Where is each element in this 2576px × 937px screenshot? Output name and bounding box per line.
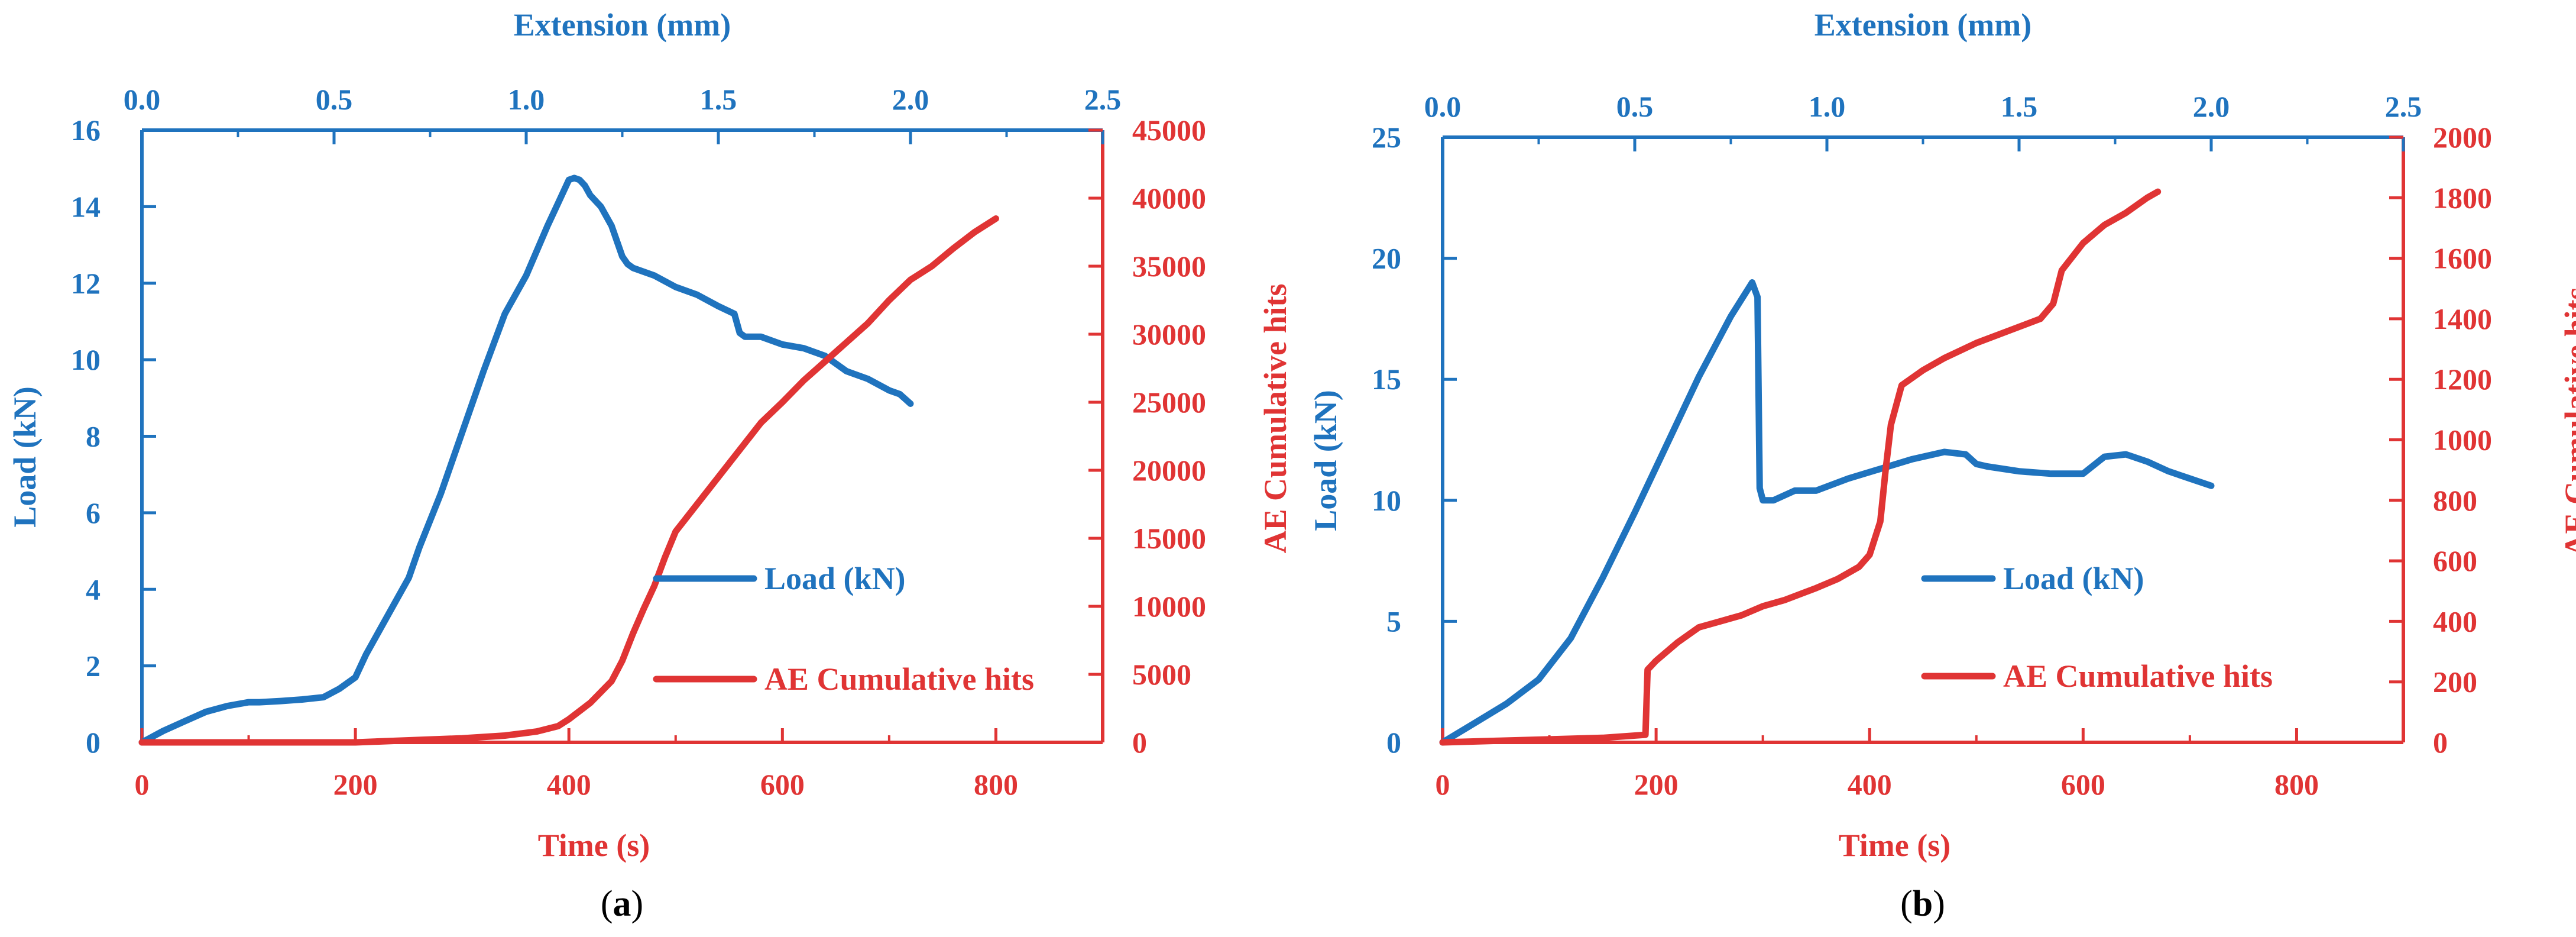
bottom-tick-label: 800 <box>2274 768 2319 801</box>
bottom-axis-title: Time (s) <box>1839 828 1950 863</box>
left-tick-label: 10 <box>71 343 101 376</box>
legend-ae-label: AE Cumulative hits <box>2003 658 2273 694</box>
left-axis-title: Load (kN) <box>7 386 43 528</box>
right-tick-label: 600 <box>2433 544 2477 577</box>
right-tick-label: 2000 <box>2433 121 2492 154</box>
top-tick-label: 2.0 <box>892 83 929 116</box>
left-tick-label: 0 <box>1386 726 1401 759</box>
right-tick-label: 1600 <box>2433 242 2492 275</box>
bottom-tick-label: 200 <box>1634 768 1679 801</box>
right-tick-label: 0 <box>2433 726 2448 759</box>
legend-ae-label: AE Cumulative hits <box>764 661 1034 697</box>
ae-cumulative-hits-series-line <box>1439 188 2162 746</box>
top-tick-label: 2.5 <box>2385 90 2422 123</box>
top-tick-label: 2.0 <box>2193 90 2230 123</box>
chart-panel-b: 0 200 400 600 800 0.0 0.5 1.0 1.5 2.0 2.5 0 5 10 15 20 2… <box>1308 7 2576 924</box>
panel-caption: (b) <box>1900 884 1945 924</box>
top-tick-label: 0.0 <box>1424 90 1462 123</box>
right-tick-label: 40000 <box>1132 182 1206 215</box>
top-tick-label: 1.0 <box>1809 90 1846 123</box>
bottom-axis-title: Time (s) <box>538 828 650 863</box>
top-axis-title: Extension (mm) <box>1814 7 2031 43</box>
top-tick-label: 1.5 <box>700 83 737 116</box>
right-tick-label: 1800 <box>2433 181 2492 214</box>
left-tick-label: 10 <box>1372 484 1401 517</box>
left-tick-label: 4 <box>86 573 101 606</box>
chart-panel-a: 0 200 400 600 800 0.0 0.5 1.0 1.5 2.0 2.5 0 2 4 6 8 10 12… <box>7 7 1293 924</box>
left-tick-label: 16 <box>71 114 101 147</box>
legend: Load (kN) AE Cumulative hits <box>653 561 1034 697</box>
load-series-line <box>138 175 914 746</box>
right-tick-label: 30000 <box>1132 318 1206 351</box>
top-tick-label: 0.5 <box>316 83 353 116</box>
right-tick-label: 400 <box>2433 605 2477 638</box>
left-tick-label: 6 <box>86 496 101 529</box>
ae-cumulative-hits-series-line <box>138 215 999 746</box>
load-series-line <box>1439 279 2215 746</box>
left-tick-label: 5 <box>1386 605 1401 638</box>
right-tick-label: 5000 <box>1132 658 1191 691</box>
bottom-tick-label: 0 <box>135 768 150 801</box>
left-tick-label: 20 <box>1372 242 1401 275</box>
legend: Load (kN) AE Cumulative hits <box>1921 561 2273 694</box>
legend-load-label: Load (kN) <box>2003 561 2144 596</box>
top-tick-label: 1.5 <box>2001 90 2038 123</box>
bottom-tick-label: 600 <box>2061 768 2105 801</box>
left-tick-label: 15 <box>1372 363 1401 396</box>
right-tick-label: 35000 <box>1132 250 1206 283</box>
top-tick-label: 0.0 <box>124 83 161 116</box>
right-tick-label: 800 <box>2433 484 2477 517</box>
top-tick-label: 2.5 <box>1084 83 1122 116</box>
top-tick-label: 0.5 <box>1616 90 1654 123</box>
right-tick-label: 45000 <box>1132 114 1206 147</box>
bottom-tick-label: 0 <box>1436 768 1450 801</box>
top-axis-title: Extension (mm) <box>514 7 731 43</box>
left-tick-label: 2 <box>86 650 101 683</box>
legend-load-label: Load (kN) <box>764 561 906 596</box>
bottom-tick-label: 600 <box>760 768 805 801</box>
right-tick-label: 25000 <box>1132 386 1206 419</box>
left-tick-label: 8 <box>86 420 101 453</box>
left-tick-label: 25 <box>1372 121 1401 154</box>
left-tick-label: 14 <box>71 190 101 223</box>
left-tick-label: 0 <box>86 726 101 759</box>
left-tick-label: 12 <box>71 267 101 300</box>
right-tick-label: 15000 <box>1132 522 1206 555</box>
right-tick-label: 1400 <box>2433 302 2492 335</box>
right-tick-label: 0 <box>1132 726 1147 759</box>
right-axis-title: AE Cumulative hits <box>1258 283 1293 553</box>
right-tick-label: 1200 <box>2433 363 2492 396</box>
right-tick-label: 1000 <box>2433 424 2492 457</box>
right-tick-label: 20000 <box>1132 454 1206 487</box>
right-axis-title: AE Cumulative hits <box>2558 287 2576 557</box>
bottom-tick-label: 400 <box>1848 768 1892 801</box>
top-tick-label: 1.0 <box>508 83 545 116</box>
panel-caption: (a) <box>601 884 643 924</box>
bottom-tick-label: 200 <box>333 768 378 801</box>
right-tick-label: 200 <box>2433 665 2477 699</box>
left-axis-title: Load (kN) <box>1308 390 1343 531</box>
bottom-tick-label: 800 <box>974 768 1018 801</box>
right-tick-label: 10000 <box>1132 590 1206 623</box>
bottom-tick-label: 400 <box>547 768 591 801</box>
